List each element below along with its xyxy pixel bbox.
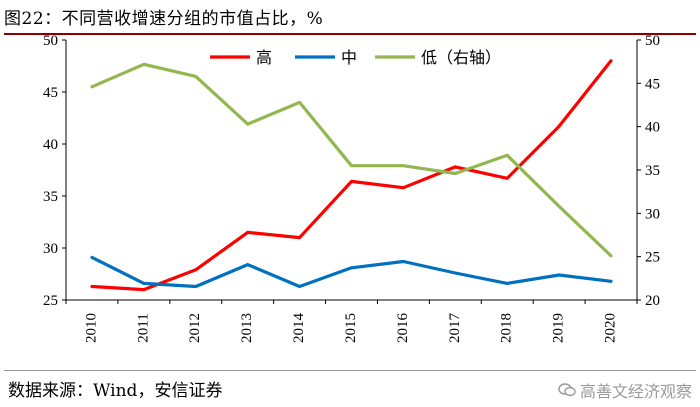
- y-left-tick-label: 30: [43, 241, 58, 257]
- y-right-tick-label: 50: [645, 33, 660, 49]
- y-right-tick-label: 45: [645, 76, 660, 92]
- series-line-2: [90, 62, 613, 258]
- x-tick-label: 2016: [395, 313, 411, 344]
- chart-axes: [65, 40, 638, 301]
- figure-title: 图22：不同营收增速分组的市值占比，%: [4, 9, 324, 29]
- y-right-tick-label: 35: [645, 163, 660, 179]
- figure-source: 数据来源：Wind，安信证券: [8, 381, 223, 401]
- x-tick-label: 2017: [447, 313, 463, 344]
- y-left-tick-label: 45: [43, 85, 58, 101]
- legend-label-1: 中: [341, 48, 357, 67]
- x-tick-label: 2013: [239, 313, 255, 343]
- watermark-text: 高善文经济观察: [579, 382, 692, 401]
- x-tick-label: 2010: [83, 313, 99, 343]
- y-left-tick-label: 25: [43, 293, 58, 309]
- wechat-icon: [558, 383, 576, 397]
- y-right-tick-label: 40: [645, 120, 660, 136]
- x-tick-label: 2020: [602, 313, 618, 343]
- chart-series: [90, 59, 613, 292]
- x-tick-label: 2019: [551, 313, 567, 343]
- y-right-tick-label: 20: [645, 293, 660, 309]
- y-right-tick-label: 30: [645, 206, 660, 222]
- x-tick-label: 2018: [499, 313, 515, 343]
- source-rule: [4, 370, 696, 371]
- title-rule: [4, 33, 696, 35]
- watermark: 高善文经济观察: [558, 378, 692, 402]
- x-tick-label: 2014: [291, 313, 307, 344]
- legend-label-2: 低（右轴）: [421, 48, 501, 67]
- y-left-tick-label: 35: [43, 189, 58, 205]
- x-tick-label: 2012: [187, 313, 203, 343]
- series-line-0: [90, 59, 613, 292]
- legend-label-0: 高: [256, 48, 272, 67]
- y-right-tick-label: 25: [645, 250, 660, 266]
- x-tick-label: 2015: [343, 313, 359, 343]
- x-tick-label: 2011: [135, 313, 151, 342]
- series-line-1: [90, 255, 613, 289]
- chart-legend: 高 中 低（右轴）: [210, 48, 501, 67]
- y-left-tick-label: 50: [43, 33, 58, 49]
- y-left-tick-label: 40: [43, 137, 58, 153]
- chart-ticks: 25 30 35 40 45 50 20 25 30 35 40 45 50 2010 2011 2012 20…: [43, 33, 660, 343]
